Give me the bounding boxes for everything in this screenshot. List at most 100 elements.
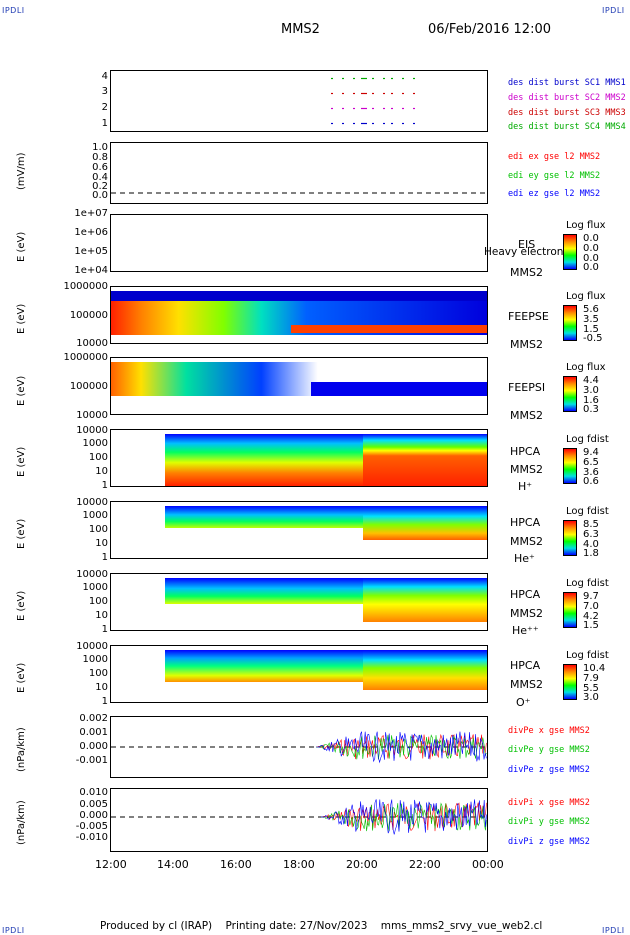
hpca-o-ytick-5: 1: [101, 696, 108, 707]
eis-sub: MMS2: [510, 266, 543, 279]
hpca-he-ytick-3: 100: [88, 524, 108, 535]
burst-mark: [342, 122, 344, 125]
feepse-instrument: FEEPSE: [508, 310, 549, 323]
feepsi-sub: MMS2: [510, 409, 543, 422]
burst-marks: [331, 77, 415, 125]
burst-mark: [361, 107, 367, 110]
eis-colorbar-title: Log flux: [566, 220, 606, 231]
burst-mark: [402, 92, 404, 95]
hpca-he-spectrogram-a: [165, 506, 363, 528]
xtick-1600: 16:00: [220, 858, 252, 871]
hpca-he-cbar-1: 8.5: [583, 519, 599, 530]
legend-divpe-y: divPe y gse MMS2: [508, 745, 590, 755]
divpe-ytick-3: 0.000: [79, 741, 108, 752]
burst-ytick-4: 4: [101, 71, 108, 82]
divpi-ytick-5: -0.010: [75, 832, 108, 843]
trace-line: [316, 731, 487, 764]
divpe-ylabel: (nPa/km): [16, 727, 27, 772]
legend-burst-mms2: des dist burst SC2 MMS2: [508, 93, 626, 103]
panel-hpca-hepp: [110, 573, 488, 631]
burst-ytick-2: 2: [101, 102, 108, 113]
hpca-hepp-spectrogram-b: [363, 578, 487, 622]
feepsi-ylabel: E (eV): [16, 375, 27, 406]
panel-hpca-o: [110, 645, 488, 703]
edi-ytick-5: 0.2: [92, 181, 108, 192]
burst-mark: [383, 77, 385, 80]
hpca-o-ytick-3: 100: [88, 668, 108, 679]
eis-ylabel: E (eV): [16, 231, 27, 262]
hpca-hepp-spectrogram-a: [165, 578, 363, 604]
panel-edi: [110, 142, 488, 204]
edi-ytick-1: 1.0: [92, 142, 108, 153]
eis-ytick-3: 1e+05: [74, 246, 108, 257]
hpca-h-cbar-1: 9.4: [583, 447, 599, 458]
hpca-he-ytick-1: 10000: [76, 497, 108, 508]
hpca-o-cbar-1: 10.4: [583, 663, 606, 674]
divpe-plot: [111, 731, 487, 764]
burst-mark: [331, 122, 333, 125]
feepsi-ytick-3: 10000: [76, 410, 108, 421]
divpe-ytick-4: -0.001: [75, 755, 108, 766]
hpca-h-colorbar-title: Log fdist: [566, 434, 609, 445]
feepsi-colorbar: [563, 376, 577, 412]
burst-mark: [383, 92, 385, 95]
hpca-h-ytick-3: 100: [88, 452, 108, 463]
burst-mark: [413, 122, 415, 125]
trace-line: [315, 734, 487, 760]
hpca-he-cbar-2: 6.3: [583, 529, 599, 540]
hpca-hepp-cbar-2: 7.0: [583, 601, 599, 612]
burst-mark: [353, 92, 355, 95]
edi-ytick-3: 0.6: [92, 162, 108, 173]
corner-label-br: IPDLI: [602, 926, 625, 935]
hpca-h-colorbar: [563, 448, 577, 484]
burst-mark: [402, 77, 404, 80]
feepse-top-band: [111, 291, 487, 301]
feepse-low-band: [291, 325, 487, 333]
datetime-title: 06/Feb/2016 12:00: [428, 22, 551, 37]
feepsi-cbar-2: 3.0: [583, 385, 599, 396]
edi-ytick-4: 0.4: [92, 172, 108, 183]
hpca-he-species: He⁺: [514, 552, 535, 565]
hpca-hepp-sub: MMS2: [510, 607, 543, 620]
hpca-he-ylabel: E (eV): [16, 518, 27, 549]
corner-label-tr: IPDLI: [602, 6, 625, 15]
eis-ytick-2: 1e+06: [74, 227, 108, 238]
feepsi-ytick-2: 100000: [69, 381, 108, 392]
hpca-h-sub: MMS2: [510, 463, 543, 476]
feepse-ylabel: E (eV): [16, 303, 27, 334]
feepse-cbar-2: 3.5: [583, 314, 599, 325]
hpca-he-colorbar: [563, 520, 577, 556]
hpca-hepp-instrument: HPCA: [510, 588, 541, 601]
burst-mark: [361, 122, 367, 125]
hpca-o-cbar-4: 3.0: [583, 692, 599, 703]
hpca-hepp-cbar-1: 9.7: [583, 591, 599, 602]
hpca-o-ytick-4: 10: [95, 682, 108, 693]
burst-mark: [391, 92, 393, 95]
burst-mark: [331, 107, 333, 110]
hpca-hepp-ytick-5: 1: [101, 624, 108, 635]
legend-burst-mms1: des dist burst SC1 MMS1: [508, 78, 626, 88]
hpca-o-ylabel: E (eV): [16, 662, 27, 693]
legend-divpi-y: divPi y gse MMS2: [508, 817, 590, 827]
burst-mark: [361, 92, 367, 95]
burst-mark: [342, 92, 344, 95]
hpca-hepp-ytick-2: 1000: [82, 582, 108, 593]
panel-eis: [110, 214, 488, 272]
burst-mark: [413, 107, 415, 110]
hpca-h-cbar-3: 3.6: [583, 467, 599, 478]
trace-line: [320, 799, 487, 835]
divpi-ytick-2: 0.005: [79, 799, 108, 810]
hpca-hepp-ytick-4: 10: [95, 610, 108, 621]
hpca-h-spectrogram-b: [363, 434, 487, 486]
eis-overlay-text: Heavy electron to: [484, 246, 578, 258]
divpe-ytick-1: 0.002: [79, 713, 108, 724]
edi-ytick-6: 0.0: [92, 190, 108, 201]
corner-label-tl: IPDLI: [2, 6, 25, 15]
panel-hpca-h: [110, 429, 488, 487]
burst-mark: [353, 77, 355, 80]
hpca-he-cbar-4: 1.8: [583, 548, 599, 559]
edi-plot: [111, 192, 487, 194]
eis-cbar-2: 0.0: [583, 243, 599, 254]
edi-ylabel: (mV/m): [16, 152, 27, 191]
burst-mark: [361, 77, 367, 80]
